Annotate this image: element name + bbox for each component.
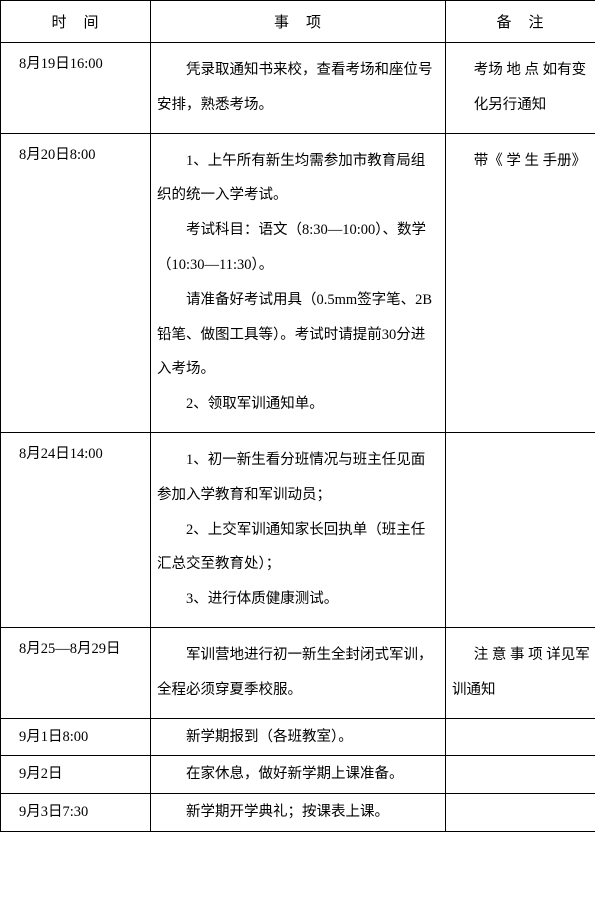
item-cell: 1、上午所有新生均需参加市教育局组织的统一入学考试。考试科目：语文（8:30—1… <box>151 133 446 432</box>
table-row: 8月19日16:00凭录取通知书来校，查看考场和座位号安排，熟悉考场。考场 地 … <box>1 43 595 134</box>
item-paragraph: 3、进行体质健康测试。 <box>157 582 439 617</box>
schedule-page: 时 间 事 项 备 注 8月19日16:00凭录取通知书来校，查看考场和座位号安… <box>0 0 595 832</box>
time-cell: 8月24日14:00 <box>1 432 151 627</box>
time-cell: 8月25—8月29日 <box>1 627 151 718</box>
schedule-table: 时 间 事 项 备 注 8月19日16:00凭录取通知书来校，查看考场和座位号安… <box>0 0 595 832</box>
item-paragraph: 凭录取通知书来校，查看考场和座位号安排，熟悉考场。 <box>157 53 439 123</box>
time-cell: 8月20日8:00 <box>1 133 151 432</box>
note-cell <box>446 718 595 756</box>
note-paragraph: 带《 学 生 手册》 <box>452 144 591 179</box>
table-row: 8月24日14:001、初一新生看分班情况与班主任见面参加入学教育和军训动员；2… <box>1 432 595 627</box>
table-row: 9月2日在家休息，做好新学期上课准备。 <box>1 756 595 794</box>
note-cell: 带《 学 生 手册》 <box>446 133 595 432</box>
header-row: 时 间 事 项 备 注 <box>1 1 595 43</box>
table-row: 9月3日7:30 新学期开学典礼；按课表上课。 <box>1 794 595 832</box>
note-cell: 注 意 事 项 详见军训通知 <box>446 627 595 718</box>
header-time: 时 间 <box>1 1 151 43</box>
item-paragraph: 新学期报到（各班教室）。 <box>157 728 439 747</box>
time-cell: 8月19日16:00 <box>1 43 151 134</box>
note-cell: 考场 地 点 如有变化另行通知 <box>446 43 595 134</box>
item-cell: 新学期报到（各班教室）。 <box>151 718 446 756</box>
item-paragraph: 军训营地进行初一新生全封闭式军训，全程必须穿夏季校服。 <box>157 638 439 708</box>
table-row: 8月20日8:001、上午所有新生均需参加市教育局组织的统一入学考试。考试科目：… <box>1 133 595 432</box>
note-cell <box>446 794 595 832</box>
note-cell <box>446 432 595 627</box>
item-paragraph: 2、上交军训通知家长回执单（班主任汇总交至教育处）； <box>157 513 439 583</box>
item-paragraph: 新学期开学典礼；按课表上课。 <box>157 803 439 822</box>
item-cell: 新学期开学典礼；按课表上课。 <box>151 794 446 832</box>
note-paragraph: 考场 地 点 如有变 <box>452 53 591 88</box>
time-cell: 9月1日8:00 <box>1 718 151 756</box>
time-cell: 9月2日 <box>1 756 151 794</box>
note-paragraph: 化另行通知 <box>452 88 591 123</box>
item-cell: 军训营地进行初一新生全封闭式军训，全程必须穿夏季校服。 <box>151 627 446 718</box>
item-paragraph: 考试科目：语文（8:30—10:00）、数学（10:30—11:30）。 <box>157 213 439 283</box>
header-note: 备 注 <box>446 1 595 43</box>
item-cell: 在家休息，做好新学期上课准备。 <box>151 756 446 794</box>
item-paragraph: 请准备好考试用具（0.5mm签字笔、2B铅笔、做图工具等）。考试时请提前30分进… <box>157 283 439 387</box>
item-paragraph: 在家休息，做好新学期上课准备。 <box>157 765 439 784</box>
item-cell: 凭录取通知书来校，查看考场和座位号安排，熟悉考场。 <box>151 43 446 134</box>
item-paragraph: 1、上午所有新生均需参加市教育局组织的统一入学考试。 <box>157 144 439 214</box>
note-paragraph: 注 意 事 项 详见军训通知 <box>452 638 591 708</box>
item-paragraph: 2、领取军训通知单。 <box>157 387 439 422</box>
item-cell: 1、初一新生看分班情况与班主任见面参加入学教育和军训动员；2、上交军训通知家长回… <box>151 432 446 627</box>
table-row: 8月25—8月29日军训营地进行初一新生全封闭式军训，全程必须穿夏季校服。注 意… <box>1 627 595 718</box>
item-paragraph: 1、初一新生看分班情况与班主任见面参加入学教育和军训动员； <box>157 443 439 513</box>
header-item: 事 项 <box>151 1 446 43</box>
time-cell: 9月3日7:30 <box>1 794 151 832</box>
note-cell <box>446 756 595 794</box>
table-row: 9月1日8:00 新学期报到（各班教室）。 <box>1 718 595 756</box>
